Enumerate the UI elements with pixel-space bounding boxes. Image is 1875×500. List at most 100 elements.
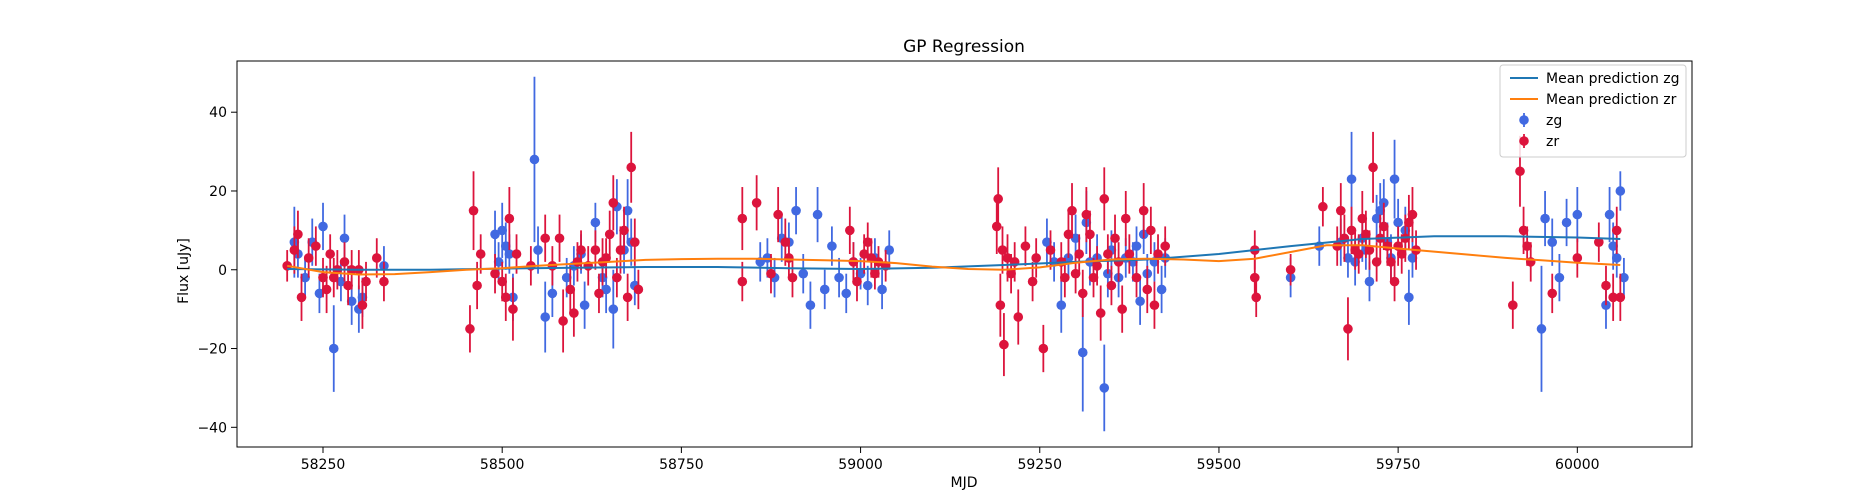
zg-point [1404,292,1414,303]
zr-point [866,253,877,263]
zr-point [1106,280,1117,291]
zr-point [1063,229,1074,240]
zr-point [343,280,353,291]
zr-point [1396,249,1407,259]
zr-point [569,308,579,318]
zr-point [787,272,798,283]
zg-point [1135,296,1145,307]
zg-point [540,312,551,322]
zr-point [1081,209,1092,220]
zg-point [579,300,590,311]
zg-point [533,245,543,255]
zr-point [361,276,371,287]
zg-point [547,288,558,299]
zg-point [1056,300,1067,311]
zr-point [601,253,611,263]
y-tick-label: 0 [218,263,227,279]
zg-point [812,209,823,220]
zr-point [1508,300,1518,311]
zr-point [1146,225,1156,236]
zg-point [1077,347,1088,358]
zr-point [1594,237,1604,247]
zg-point [791,205,801,216]
zr-point [303,253,314,263]
zr-point [1060,272,1070,283]
zg-point [318,221,328,232]
zg-point [490,229,500,240]
zg-point [1611,253,1622,263]
zr-point [993,194,1003,204]
x-tick-label: 59750 [1376,457,1421,473]
y-tick-label: −20 [197,342,227,358]
zg-point [1371,213,1382,224]
zr-point [780,237,791,247]
zr-point [1085,229,1095,240]
plot-area [282,76,1629,432]
zg-point [1099,383,1110,393]
zr-point [1131,272,1142,283]
zr-point [1002,253,1013,263]
zg-point [834,272,844,283]
zr-point [472,280,482,291]
zr-point [565,284,576,295]
y-axis-label: Flux [uJy] [176,238,192,304]
zr-point [339,257,350,267]
zr-point [1515,166,1525,177]
zg-point [819,284,830,295]
zg-point [1156,284,1167,295]
zg-point [601,284,611,295]
zr-point [1407,209,1418,220]
zg-point [504,249,515,259]
zg-point [328,343,339,354]
zr-point [504,213,515,224]
zr-point [500,292,511,303]
zr-point [1353,249,1364,259]
zr-point [1522,241,1532,251]
x-axis-ticks: 58250 58500 58750 59000 59250 59500 59750 60000 [301,447,1600,473]
zr-point [590,245,601,255]
zr-point [1070,268,1081,279]
zr-point [1368,162,1378,173]
zr-point [293,229,303,240]
zr-point [465,324,475,334]
chart-title: GP Regression [903,37,1025,57]
zg-point [762,253,773,263]
zr-point [1518,225,1529,236]
zr-point [1611,225,1622,236]
zg-point [346,296,357,307]
zg-point [1561,217,1572,228]
legend-label: Mean prediction zr [1546,92,1677,108]
zr-point [540,233,551,244]
zr-point [1251,292,1262,303]
zg-point [1619,272,1629,283]
x-tick-label: 58250 [301,457,346,473]
zg-point [590,217,601,228]
x-axis-label: MJD [951,475,978,491]
zr-point [991,221,1002,232]
zr-point [1013,312,1024,322]
zr-point [999,339,1009,350]
zr-point [1074,249,1084,259]
zr-point [379,276,389,287]
zr-point [1045,245,1056,255]
legend-label: zr [1546,134,1559,150]
zg-point [300,272,310,283]
zr-point [862,237,873,247]
zr-point [1099,194,1110,204]
zr-point [1608,292,1618,303]
zr-point [1077,288,1088,299]
zr-point [633,284,644,295]
zr-point [1361,229,1371,240]
zg-point [1554,272,1565,283]
zr-point [1067,205,1077,216]
zr-point [995,300,1006,311]
zg-point [841,288,852,299]
zr-point [576,245,586,255]
zr-point [629,237,640,247]
zr-point [594,288,604,299]
zg-point [1407,253,1418,263]
zr-point [997,245,1008,255]
zr-point [608,197,619,208]
zr-point [1088,272,1099,283]
zg-point [1103,268,1113,279]
